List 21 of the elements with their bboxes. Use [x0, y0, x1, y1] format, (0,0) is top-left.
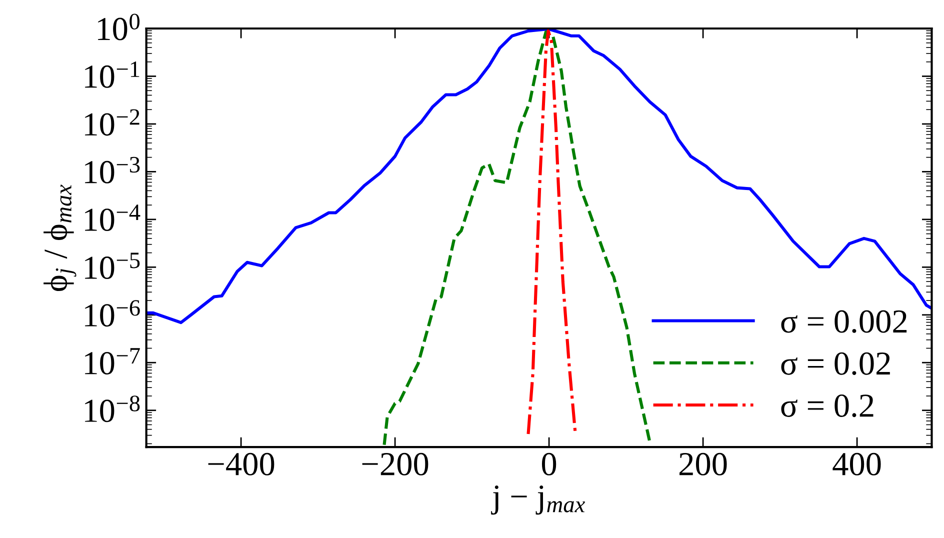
- x-axis-title: j − j$_{max}$: [491, 486, 585, 515]
- legend-label: σ = 0.2: [781, 394, 874, 418]
- x-tick-label: 200: [680, 452, 727, 476]
- line-series: [526, 29, 577, 436]
- y-tick-label: 10$^{−7}$: [85, 348, 140, 375]
- y-tick-label: 10$^{0}$: [98, 14, 140, 40]
- y-tick-label: 10$^{−3}$: [85, 156, 140, 184]
- y-tick-label: 10$^{−4}$: [85, 204, 140, 232]
- y-tick-label: 10$^{−8}$: [85, 396, 140, 422]
- x-tick-label: −400: [208, 452, 274, 476]
- legend-label: σ = 0.02: [781, 352, 890, 376]
- legend-label: σ = 0.002: [781, 310, 907, 333]
- y-axis-title: ϕ$_{j}$ / ϕ$_{max}$: [44, 184, 76, 292]
- y-tick-label: 10$^{−6}$: [85, 300, 140, 327]
- x-tick-label: −200: [362, 452, 428, 476]
- x-tick-label: 0: [542, 452, 556, 476]
- line-series: [382, 30, 652, 446]
- y-tick-label: 10$^{−2}$: [85, 109, 140, 136]
- y-tick-label: 10$^{−5}$: [85, 252, 140, 280]
- x-tick-label: 400: [832, 452, 881, 476]
- y-tick-label: 10$^{−1}$: [85, 61, 140, 88]
